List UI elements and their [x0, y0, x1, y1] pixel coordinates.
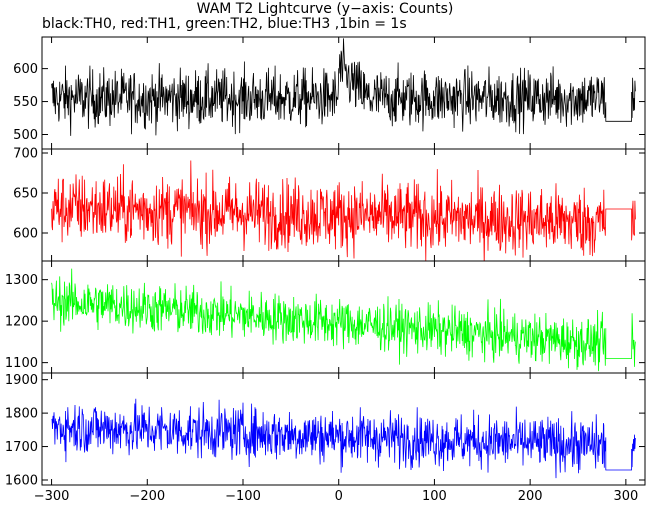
- y-tick-label: 1700: [5, 440, 38, 455]
- y-tick-label: 1100: [5, 356, 38, 371]
- y-tick-label: 1300: [5, 273, 38, 288]
- y-tick-label: 700: [13, 147, 38, 162]
- x-tick-label: −300: [34, 489, 70, 504]
- series-line-th2: [51, 268, 636, 372]
- series-line-th3: [51, 398, 636, 479]
- x-tick-label: −100: [225, 489, 261, 504]
- x-tick-label: 100: [422, 489, 447, 504]
- chart-subtitle: black:TH0, red:TH1, green:TH2, blue:TH3 …: [42, 16, 407, 32]
- series-line-th0: [51, 38, 636, 136]
- chart-title: WAM T2 Lightcurve (y−axis: Counts): [196, 1, 454, 17]
- panel-frame-th3: [41, 372, 646, 486]
- y-tick-label: 1800: [5, 407, 38, 422]
- y-tick-label: 1900: [5, 373, 38, 388]
- y-tick-label: 500: [13, 128, 38, 143]
- x-tick-label: −200: [129, 489, 165, 504]
- x-tick-label: 0: [335, 489, 343, 504]
- x-tick-label: 200: [518, 489, 543, 504]
- y-tick-label: 1600: [5, 473, 38, 488]
- y-tick-label: 1200: [5, 315, 38, 330]
- y-tick-label: 600: [13, 62, 38, 77]
- x-tick-label: 300: [613, 489, 638, 504]
- y-tick-label: 600: [13, 227, 38, 242]
- series-line-th1: [51, 160, 636, 261]
- y-tick-label: 650: [13, 187, 38, 202]
- y-tick-label: 550: [13, 95, 38, 110]
